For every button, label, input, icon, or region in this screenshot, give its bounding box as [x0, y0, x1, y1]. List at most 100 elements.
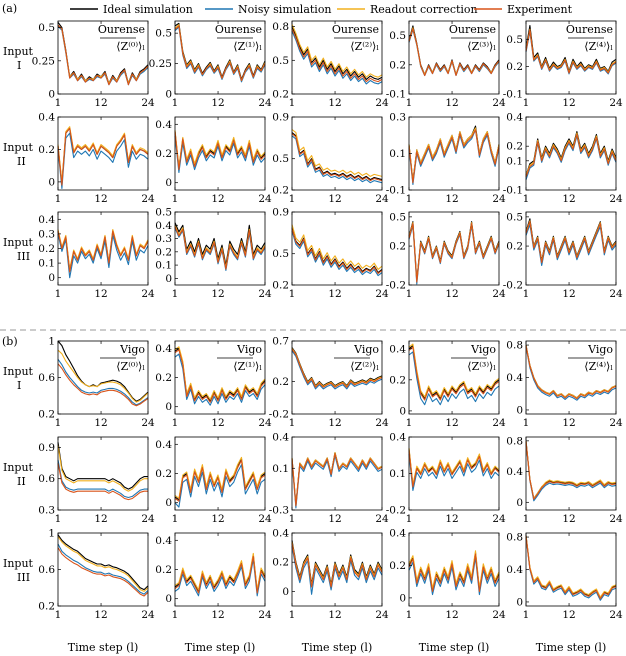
- x-tick-label: 12: [562, 97, 575, 109]
- x-tick-label: 24: [375, 417, 389, 429]
- x-tick-label: 1: [406, 97, 413, 109]
- x-tick-label: 12: [445, 609, 458, 621]
- y-tick-label: 0.25: [149, 58, 172, 70]
- device-label: Vigo: [470, 343, 496, 356]
- row-label-input: Input: [3, 557, 34, 570]
- x-tick-label: 1: [172, 193, 179, 205]
- x-tick-label: 24: [258, 609, 272, 621]
- y-tick-label: 0.4: [506, 466, 523, 478]
- panel-axes: [408, 211, 500, 286]
- row-label-roman: I: [17, 379, 21, 392]
- observable-label: ⟨Z⁽³⁾⟩ₗ: [467, 360, 496, 373]
- x-tick-label: 1: [289, 193, 296, 205]
- x-tick-label: 24: [375, 97, 389, 109]
- panel-axes: [525, 211, 617, 286]
- series-line-experiment: [408, 450, 500, 488]
- x-tick-label: 12: [562, 193, 575, 205]
- x-tick-label: 24: [258, 193, 272, 205]
- x-tick-label: 1: [406, 609, 413, 621]
- observable-label: ⟨Z⁽¹⁾⟩ₗ: [233, 360, 262, 373]
- series-line-noisy: [291, 135, 383, 184]
- series-line-readout: [57, 349, 149, 403]
- y-tick-label: 0.2: [155, 372, 172, 384]
- series-line-noisy: [291, 30, 383, 85]
- y-tick-label: 0.4: [389, 432, 406, 444]
- y-tick-label: 0.5: [389, 30, 406, 42]
- series-line-readout: [57, 445, 148, 492]
- x-axis-label: Time step (l): [185, 641, 256, 654]
- series-line-experiment: [291, 133, 383, 182]
- y-tick-label: 0.6: [38, 473, 55, 485]
- x-tick-label: 1: [289, 97, 296, 109]
- panel-axes: [408, 20, 500, 95]
- series-line-experiment: [57, 127, 149, 186]
- legend-label-noisy: Noisy simulation: [238, 3, 332, 16]
- series-line-readout: [57, 126, 149, 183]
- x-tick-label: 12: [328, 609, 341, 621]
- y-tick-label: 0: [282, 586, 289, 598]
- series-line-readout: [291, 129, 383, 177]
- row-label-roman: II: [17, 475, 26, 488]
- y-tick-label: 0.5: [38, 22, 55, 34]
- y-tick-label: 0.2: [272, 89, 289, 101]
- x-tick-label: 1: [523, 193, 530, 205]
- y-tick-label: 0: [48, 89, 55, 101]
- y-tick-label: 0.1: [272, 463, 289, 475]
- y-tick-label: 0.3: [155, 233, 172, 245]
- series-line-experiment: [291, 348, 383, 388]
- series-line-experiment: [291, 28, 383, 83]
- y-tick-label: 0.3: [38, 505, 55, 517]
- series-line-experiment: [525, 221, 617, 264]
- row-label-roman: III: [17, 571, 30, 584]
- y-tick-label: -0.2: [269, 409, 289, 421]
- y-tick-label: 0.1: [506, 155, 523, 167]
- x-axis-label: Time step (l): [302, 641, 373, 654]
- series-line-ideal: [525, 535, 617, 599]
- device-label: Ourense: [98, 23, 145, 36]
- section-tag: (b): [2, 335, 18, 348]
- series-line-experiment: [57, 230, 149, 273]
- series-line-ideal: [408, 345, 500, 400]
- x-tick-label: 1: [55, 609, 62, 621]
- series-line-noisy: [174, 135, 266, 174]
- x-tick-label: 1: [523, 609, 530, 621]
- series-line-experiment: [408, 346, 500, 401]
- y-tick-label: 0.2: [506, 61, 523, 73]
- y-tick-label: 0.2: [389, 374, 406, 386]
- x-tick-label: 24: [492, 609, 506, 621]
- x-tick-label: 24: [141, 417, 155, 429]
- y-tick-label: 0.7: [272, 336, 289, 348]
- row-label-input: Input: [3, 461, 34, 474]
- y-tick-label: 0.8: [506, 340, 523, 352]
- series-line-readout: [525, 535, 617, 598]
- observable-label: ⟨Z⁽⁴⁾⟩ₗ: [584, 40, 613, 53]
- observable-label: ⟨Z⁽⁰⁾⟩ₗ: [116, 360, 145, 373]
- y-tick-label: 0.4: [272, 432, 289, 444]
- y-tick-label: -0.1: [503, 89, 523, 101]
- x-tick-label: 1: [172, 97, 179, 109]
- x-tick-label: 24: [609, 417, 623, 429]
- y-tick-label: 0.4: [389, 343, 406, 355]
- x-tick-label: 24: [375, 288, 389, 300]
- y-tick-label: 0.4: [38, 214, 55, 226]
- y-tick-label: 0.2: [38, 601, 55, 613]
- x-tick-label: 24: [609, 97, 623, 109]
- y-tick-label: 0.1: [389, 468, 406, 480]
- x-tick-label: 24: [141, 97, 155, 109]
- y-tick-label: 0.2: [155, 148, 172, 160]
- y-tick-label: 0: [165, 177, 172, 189]
- series-line-noisy: [174, 353, 266, 406]
- y-tick-label: 0.4: [506, 564, 523, 576]
- x-tick-label: 1: [523, 513, 530, 525]
- x-tick-label: 1: [172, 417, 179, 429]
- series-line-noisy: [291, 546, 383, 595]
- panel-axes: [174, 436, 266, 511]
- panel-axes: [525, 20, 617, 95]
- y-tick-label: 0: [516, 497, 523, 509]
- y-tick-label: 0.5: [389, 211, 406, 223]
- y-tick-label: 0.9: [272, 112, 289, 124]
- y-tick-label: 0: [516, 596, 523, 608]
- series-line-experiment: [291, 228, 383, 275]
- y-tick-label: 0.2: [38, 409, 55, 421]
- x-tick-label: 1: [55, 513, 62, 525]
